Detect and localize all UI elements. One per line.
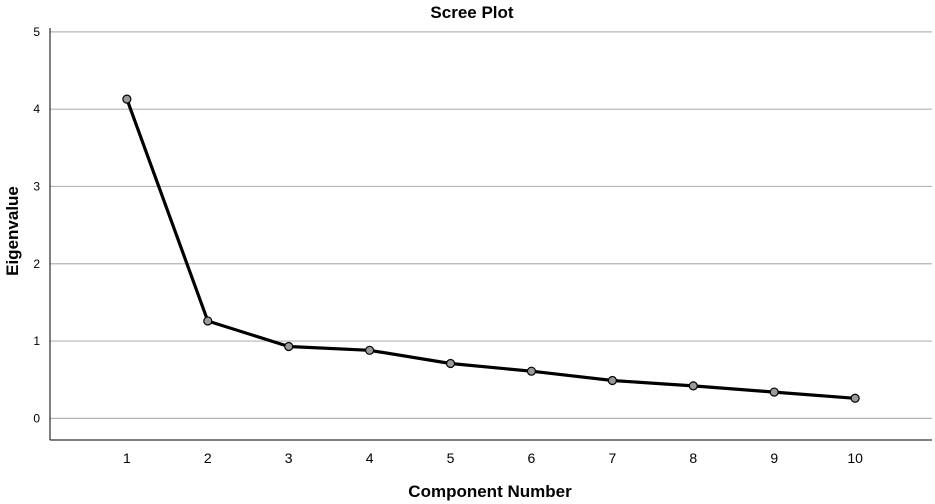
y-tick-label: 0	[33, 411, 40, 425]
data-point-2	[203, 316, 213, 326]
data-point-9	[769, 387, 779, 397]
data-point-10	[850, 393, 860, 403]
y-tick-label: 1	[33, 334, 40, 348]
y-tick-labels: 0 1 2 3 4 5	[33, 25, 40, 425]
data-points	[122, 94, 860, 403]
x-tick-label: 4	[366, 450, 374, 466]
data-point-5	[445, 358, 456, 369]
y-tick-label: 3	[33, 179, 40, 193]
data-point-8	[688, 381, 698, 391]
x-tick-label: 2	[204, 450, 212, 466]
chart-title: Scree Plot	[430, 3, 513, 22]
y-tick-label: 5	[33, 25, 40, 39]
data-point-6	[526, 366, 537, 376]
data-point-3	[284, 341, 294, 352]
y-axis-title: Eigenvalue	[3, 186, 22, 276]
x-tick-label: 5	[447, 450, 455, 466]
y-tick-label: 2	[33, 257, 40, 271]
x-tick-label: 6	[528, 450, 536, 466]
data-point-1	[122, 94, 132, 104]
x-tick-label: 10	[847, 450, 863, 466]
x-tick-label: 3	[285, 450, 293, 466]
x-tick-label: 9	[770, 450, 778, 466]
x-tick-labels: 1 2 3 4 5 6 7 8 9 10	[123, 450, 863, 466]
x-tick-label: 7	[608, 450, 616, 466]
series-eigenvalue	[125, 98, 856, 400]
x-tick-label: 8	[689, 450, 697, 466]
grid-lines	[50, 31, 932, 419]
axes	[49, 28, 932, 441]
data-point-7	[607, 375, 617, 386]
x-tick-label: 1	[123, 450, 131, 466]
data-point-4	[365, 345, 375, 355]
y-tick-label: 4	[33, 102, 40, 116]
series-line	[125, 98, 856, 400]
x-axis-title: Component Number	[408, 482, 572, 501]
